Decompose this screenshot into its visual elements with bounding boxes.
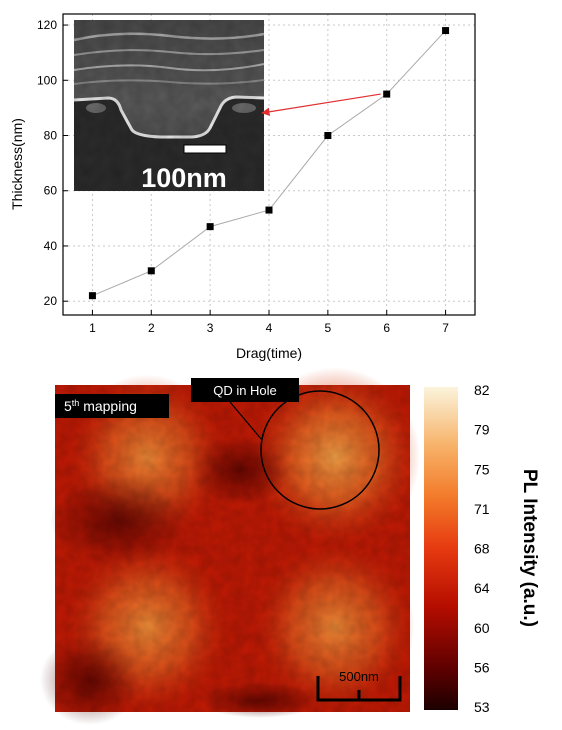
x-tick-label: 3 [207,321,214,335]
x-axis-ticks: 1 2 3 4 5 6 7 [89,310,449,335]
x-tick-label: 6 [383,321,390,335]
data-point [207,223,214,230]
map-scale-label: 500nm [339,669,379,684]
y-axis-label: Thickness(nm) [9,118,25,210]
y-tick-label: 120 [37,18,57,32]
y-tick-label: 20 [44,294,58,308]
data-point [148,267,155,274]
colorbar-tick-label: 79 [474,422,490,438]
colorbar-tick-label: 82 [474,382,490,398]
pl-map: 5th mapping QD in Hole 500nm 82797571686… [40,367,540,725]
sem-inset-image: 100nm [74,20,264,193]
colorbar-tick-label: 64 [474,580,490,596]
x-tick-label: 4 [266,321,273,335]
colorbar-tick-label: 71 [474,501,490,517]
colorbar-label: PL Intensity (a.u.) [519,469,540,627]
x-axis-label: Drag(time) [236,345,302,361]
colorbar-tick-label: 53 [474,699,490,715]
inset-arrow [262,94,381,113]
x-tick-label: 2 [148,321,155,335]
sem-scale-label: 100nm [141,163,227,193]
data-point [442,27,449,34]
x-tick-label: 1 [89,321,96,335]
colorbar-ticks: 82 79 75 71 68 64 60 56 53 [474,382,490,715]
y-tick-label: 100 [37,73,57,87]
map-texture [55,385,410,712]
data-point [383,91,390,98]
y-tick-label: 40 [44,239,58,253]
data-point [89,292,96,299]
x-tick-label: 7 [442,321,449,335]
colorbar [424,387,458,710]
colorbar-tick-label: 75 [474,461,490,477]
data-point [266,207,273,214]
x-tick-label: 5 [325,321,332,335]
colorbar-tick-label: 56 [474,659,490,675]
colorbar-tick-label: 60 [474,620,490,636]
annotation-text: QD in Hole [213,383,277,398]
sem-scale-bar [184,145,226,153]
colorbar-tick-label: 68 [474,541,490,557]
y-tick-label: 60 [44,184,58,198]
data-point [324,132,331,139]
thickness-chart: 1 2 3 4 5 6 7 20 40 60 80 100 120 Drag(time) Thickn… [9,14,475,361]
y-tick-label: 80 [44,129,58,143]
